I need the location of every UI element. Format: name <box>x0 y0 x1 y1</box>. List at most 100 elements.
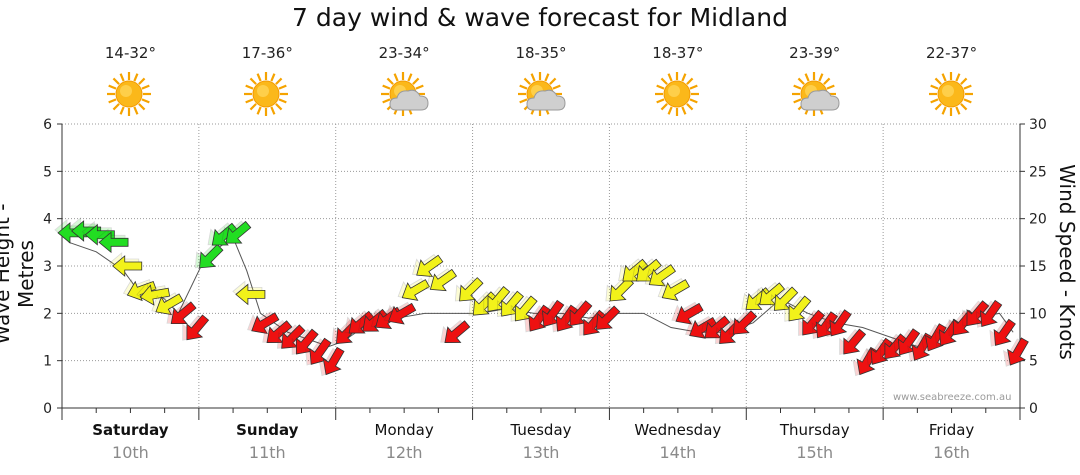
wind-arrow <box>81 220 115 246</box>
wind-arrow <box>440 319 471 343</box>
wind-arrow-shape <box>155 293 184 316</box>
wind-arrow <box>344 310 375 334</box>
wind-arrow-shape <box>126 280 157 302</box>
wind-arrow <box>68 217 102 242</box>
wind-arrow <box>397 278 430 301</box>
wind-arrow <box>305 337 332 366</box>
wind-arrow-shape <box>815 311 839 339</box>
wind-arrow-shape <box>542 299 565 327</box>
wind-arrow <box>425 268 458 292</box>
wind-arrow-shape <box>487 286 511 312</box>
wind-arrow <box>605 277 635 302</box>
wind-arrow-shape <box>225 220 252 244</box>
wind-arrow-shape <box>788 295 812 322</box>
wind-arrow-shape <box>897 328 921 356</box>
wind-arrow-shape <box>528 304 551 332</box>
wind-arrow <box>454 277 484 302</box>
wind-arrow <box>671 301 704 325</box>
wind-arrow-shape <box>636 258 662 282</box>
wind-arrow-shape <box>759 282 786 306</box>
y-tick-label-right: 0 <box>1029 401 1038 417</box>
wind-arrow-shape <box>416 254 444 277</box>
wind-arrow-shape <box>98 231 129 254</box>
wind-arrow-shape <box>501 290 524 317</box>
wind-arrow-shape <box>281 324 306 349</box>
y-tick-label-right: 20 <box>1029 212 1047 228</box>
y-tick-label-left: 5 <box>43 164 52 180</box>
wind-arrow-shape <box>266 320 293 343</box>
wind-arrow-shape <box>170 301 197 325</box>
wind-arrow <box>483 286 511 313</box>
y-tick-label-right: 25 <box>1029 164 1047 180</box>
wind-arrow <box>221 220 252 244</box>
wind-arrow-shape <box>295 328 319 355</box>
day-label-friday: Friday <box>928 421 975 439</box>
wind-arrow-shape <box>199 243 224 269</box>
temperature-range: 23-34° <box>378 44 430 62</box>
y-tick-label-right: 30 <box>1029 117 1047 133</box>
wind-arrow <box>207 222 238 246</box>
temperature-range: 18-37° <box>652 44 704 62</box>
wind-arrow <box>194 243 224 269</box>
wind-arrow-shape <box>773 286 799 311</box>
wind-arrow <box>291 328 319 355</box>
wind-arrow-shape <box>884 333 908 360</box>
y-tick-label-right: 15 <box>1029 259 1047 275</box>
day-label-wednesday: Wednesday <box>634 421 722 439</box>
wind-arrow <box>537 299 565 328</box>
y-tick-label-left: 2 <box>43 306 52 322</box>
wind-arrow-shape <box>829 309 852 337</box>
wind-arrow <box>811 311 839 340</box>
y-axis-right-label: Wind Speed - Knots <box>1055 164 1079 360</box>
watermark[interactable]: www.seabreeze.com.au <box>893 392 1012 403</box>
wind-arrow-shape <box>309 337 332 365</box>
wind-arrow <box>151 292 184 316</box>
day-date: 14th <box>659 443 697 462</box>
partly-cloudy-icon <box>791 72 840 116</box>
wind-arrow <box>755 282 786 306</box>
wind-arrow <box>975 299 1003 328</box>
wind-arrow-shape <box>251 312 280 334</box>
y-tick-label-left: 3 <box>43 259 52 275</box>
partly-cloudy-icon <box>381 72 429 116</box>
wind-arrow-shape <box>84 223 115 246</box>
wind-arrow-shape <box>993 318 1016 346</box>
wind-arrow-shape <box>388 302 417 325</box>
wind-arrow <box>262 319 293 343</box>
wind-arrow <box>591 305 621 330</box>
wind-arrow-shape <box>1007 337 1029 366</box>
sun-icon <box>928 72 973 116</box>
wind-arrow <box>182 314 210 341</box>
wind-arrow <box>644 263 676 287</box>
wind-arrow <box>631 258 662 282</box>
day-date: 16th <box>933 443 970 462</box>
day-date: 15th <box>796 443 834 462</box>
wind-arrow <box>166 300 197 325</box>
sun-icon <box>244 72 289 116</box>
wind-arrow-shape <box>401 279 430 301</box>
wind-arrow-shape <box>71 220 102 242</box>
sun-icon <box>107 72 152 116</box>
wind-arrow <box>798 309 826 336</box>
temperature-range: 22-37° <box>926 44 978 62</box>
wind-arrow <box>769 286 799 311</box>
wind-arrow-shape <box>622 258 649 282</box>
wind-arrow-shape <box>843 328 867 355</box>
wind-arrow <box>618 258 649 282</box>
wind-arrow <box>825 309 852 338</box>
day-date: 13th <box>522 443 560 462</box>
y-tick-label-left: 0 <box>43 401 52 417</box>
wind-arrow <box>685 315 718 339</box>
day-label-thursday: Thursday <box>779 421 850 439</box>
wind-arrow <box>247 311 280 334</box>
wind-arrow-shape <box>675 302 704 325</box>
y-tick-label-left: 1 <box>43 354 52 370</box>
wind-arrow <box>893 328 921 357</box>
wind-arrow <box>657 278 690 301</box>
wind-arrow <box>728 310 758 335</box>
day-date: 11th <box>248 443 286 462</box>
wind-arrow-shape <box>459 277 484 302</box>
wind-arrow <box>497 290 524 317</box>
wind-arrow <box>276 324 306 349</box>
